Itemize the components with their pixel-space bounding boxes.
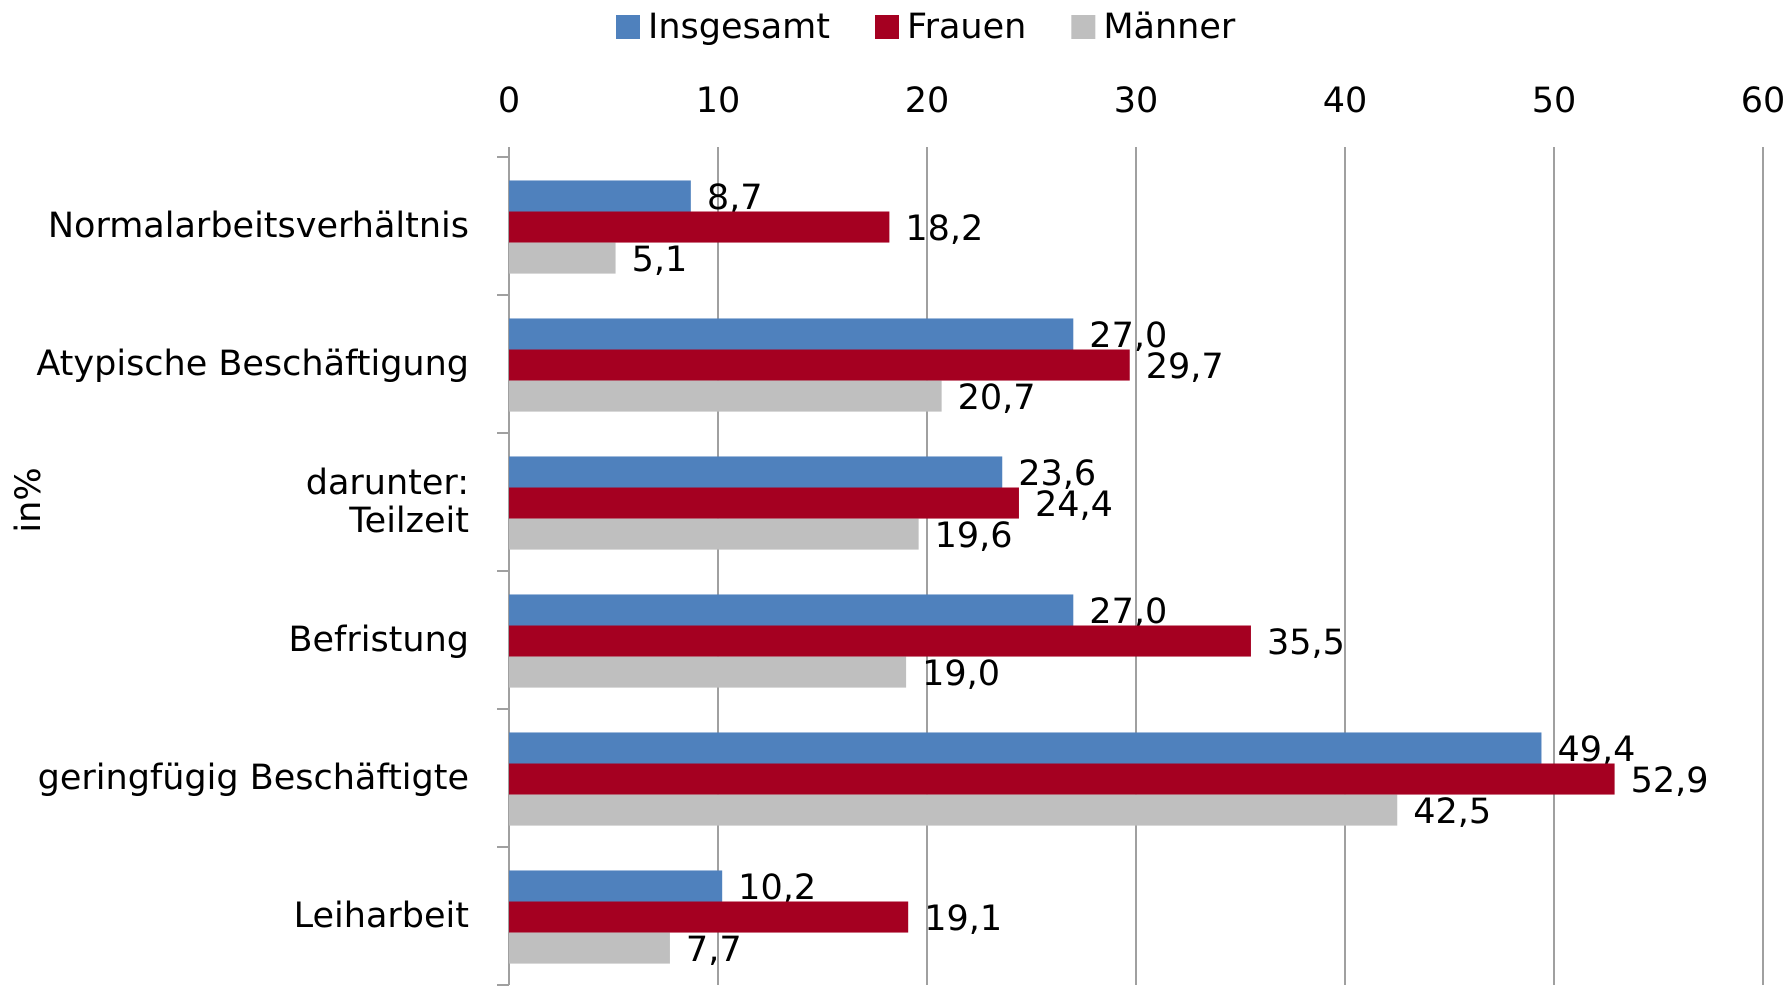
bar bbox=[509, 625, 1251, 657]
bar bbox=[509, 349, 1130, 381]
x-tick-label: 50 bbox=[1532, 81, 1577, 121]
data-label: 19,1 bbox=[924, 899, 1002, 939]
legend-swatch bbox=[1071, 15, 1096, 39]
data-label: 42,5 bbox=[1413, 792, 1491, 832]
bar bbox=[509, 380, 942, 412]
bar bbox=[509, 656, 907, 688]
data-label: 5,1 bbox=[632, 240, 688, 280]
legend-label: Insgesamt bbox=[648, 7, 830, 47]
bar bbox=[509, 594, 1074, 626]
data-label: 20,7 bbox=[958, 378, 1036, 418]
bar bbox=[509, 901, 909, 933]
x-tick-label: 40 bbox=[1323, 81, 1368, 121]
data-label: 19,6 bbox=[935, 516, 1013, 556]
data-label: 29,7 bbox=[1146, 347, 1224, 387]
x-tick-label: 10 bbox=[696, 81, 741, 121]
data-label: 19,0 bbox=[922, 654, 1000, 694]
legend-swatch bbox=[875, 15, 899, 39]
data-label: 23,6 bbox=[1018, 454, 1096, 494]
bar bbox=[509, 870, 723, 902]
y-tick-label: Leiharbeit bbox=[293, 896, 469, 936]
bar bbox=[509, 732, 1542, 764]
data-label: 27,0 bbox=[1089, 316, 1167, 356]
y-tick-label: geringfügig Beschäftigte bbox=[37, 758, 469, 798]
data-label: 7,7 bbox=[686, 930, 742, 970]
data-label: 35,5 bbox=[1267, 623, 1345, 663]
data-label: 52,9 bbox=[1631, 761, 1709, 801]
data-label: 18,2 bbox=[905, 209, 983, 249]
bar bbox=[509, 456, 1003, 488]
y-tick-label: Normalarbeitsverhältnis bbox=[47, 206, 469, 246]
legend-swatch bbox=[616, 15, 640, 39]
bar bbox=[509, 242, 616, 274]
bar bbox=[509, 794, 1398, 826]
bar bbox=[509, 518, 919, 550]
bar bbox=[509, 180, 691, 212]
bar bbox=[509, 763, 1615, 795]
data-label: 8,7 bbox=[707, 178, 763, 218]
y-tick-label: darunter: Teilzeit bbox=[305, 463, 469, 541]
legend-label: Frauen bbox=[907, 7, 1026, 47]
y-tick-label: Befristung bbox=[288, 620, 469, 660]
y-tick-label: Atypische Beschäftigung bbox=[36, 344, 469, 384]
data-label: 10,2 bbox=[738, 868, 816, 908]
x-tick-label: 0 bbox=[498, 81, 520, 121]
data-label: 27,0 bbox=[1089, 592, 1167, 632]
x-tick-label: 20 bbox=[905, 81, 950, 121]
bar bbox=[509, 487, 1019, 519]
x-tick-label: 60 bbox=[1741, 81, 1786, 121]
x-tick-label: 30 bbox=[1114, 81, 1159, 121]
bar bbox=[509, 211, 890, 243]
axis-label: in% bbox=[9, 467, 49, 532]
bar bbox=[509, 932, 670, 964]
data-label: 24,4 bbox=[1035, 485, 1113, 525]
bar bbox=[509, 318, 1074, 350]
legend-label: Männer bbox=[1103, 7, 1236, 47]
data-label: 49,4 bbox=[1557, 730, 1635, 770]
